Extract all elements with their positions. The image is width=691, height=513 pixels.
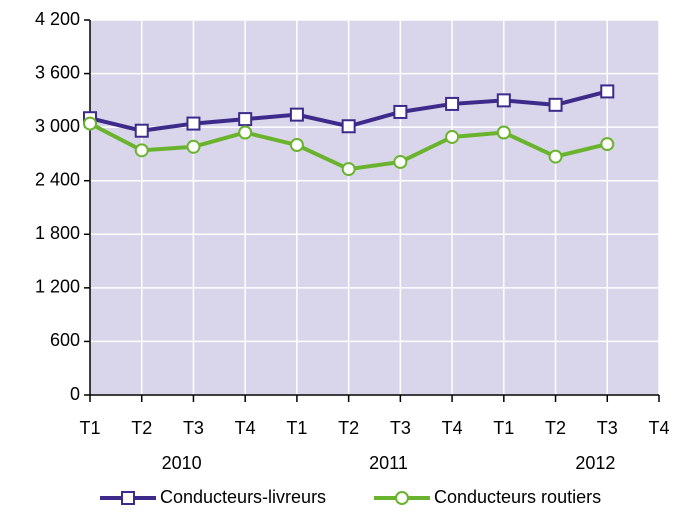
x-tick-label: T3 bbox=[183, 418, 204, 438]
y-tick-label: 4 200 bbox=[35, 9, 80, 29]
x-tick-label: T4 bbox=[442, 418, 463, 438]
point bbox=[341, 119, 356, 134]
point bbox=[134, 123, 149, 138]
plot-area bbox=[90, 20, 659, 395]
point bbox=[548, 149, 563, 164]
y-tick-label: 600 bbox=[50, 330, 80, 350]
y-tick-label: 0 bbox=[70, 384, 80, 404]
point bbox=[289, 138, 304, 152]
x-tick-label: T1 bbox=[286, 418, 307, 438]
x-tick-label: T3 bbox=[597, 418, 618, 438]
point bbox=[238, 112, 253, 127]
point bbox=[445, 129, 460, 144]
x-tick-label: T4 bbox=[648, 418, 669, 438]
point bbox=[186, 116, 201, 131]
year-label: 2012 bbox=[575, 453, 615, 473]
point bbox=[134, 143, 149, 158]
legend-label: Conducteurs-livreurs bbox=[160, 487, 326, 507]
point bbox=[186, 139, 201, 154]
point bbox=[445, 96, 460, 111]
legend-marker bbox=[395, 491, 409, 505]
y-tick-label: 3 600 bbox=[35, 62, 80, 82]
y-tick-label: 3 000 bbox=[35, 116, 80, 136]
point bbox=[238, 125, 253, 140]
point bbox=[289, 107, 304, 122]
year-label: 2011 bbox=[369, 453, 408, 473]
point bbox=[393, 154, 408, 169]
x-tick-label: T1 bbox=[493, 418, 514, 438]
point bbox=[83, 116, 97, 131]
x-tick-label: T2 bbox=[131, 418, 152, 438]
point bbox=[393, 104, 408, 119]
x-tick-label: T3 bbox=[390, 418, 411, 438]
x-tick-label: T2 bbox=[545, 418, 566, 438]
point bbox=[496, 93, 511, 108]
year-label: 2010 bbox=[162, 453, 202, 473]
x-tick-label: T1 bbox=[79, 418, 100, 438]
point bbox=[600, 84, 615, 99]
legend-label: Conducteurs routiers bbox=[434, 487, 601, 507]
y-tick-label: 1 800 bbox=[35, 223, 80, 243]
point bbox=[548, 97, 563, 112]
point bbox=[496, 125, 511, 140]
point bbox=[600, 137, 615, 152]
point bbox=[341, 162, 356, 177]
y-tick-label: 2 400 bbox=[35, 169, 80, 189]
x-tick-label: T4 bbox=[235, 418, 256, 438]
y-tick-label: 1 200 bbox=[35, 277, 80, 297]
legend-marker bbox=[121, 491, 135, 505]
x-tick-label: T2 bbox=[338, 418, 359, 438]
